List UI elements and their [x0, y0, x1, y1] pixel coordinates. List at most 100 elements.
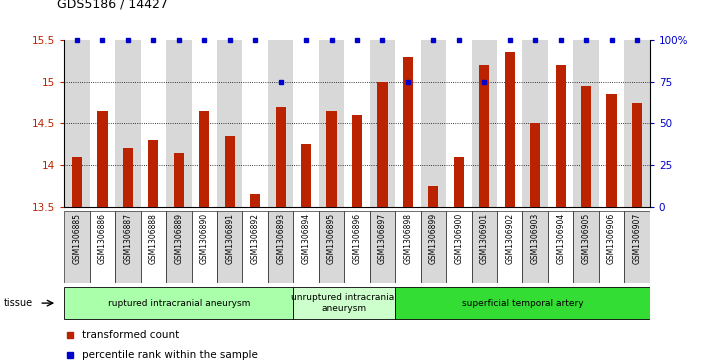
Text: GSM1306901: GSM1306901: [480, 213, 489, 264]
Bar: [293, 287, 395, 319]
Bar: [523, 211, 548, 283]
Bar: [471, 211, 497, 283]
Bar: [497, 40, 523, 207]
Bar: [548, 40, 573, 207]
Bar: [115, 211, 141, 283]
Text: tissue: tissue: [4, 298, 33, 308]
Bar: [403, 57, 413, 207]
Text: GSM1306907: GSM1306907: [633, 213, 641, 264]
Bar: [326, 111, 336, 207]
Bar: [217, 211, 243, 283]
Text: GSM1306906: GSM1306906: [607, 213, 616, 264]
Text: GSM1306904: GSM1306904: [556, 213, 565, 264]
Bar: [149, 140, 159, 207]
Bar: [301, 144, 311, 207]
Bar: [573, 40, 599, 207]
Text: GSM1306899: GSM1306899: [429, 213, 438, 264]
Text: superficial temporal artery: superficial temporal artery: [462, 299, 583, 307]
Bar: [166, 211, 191, 283]
Bar: [115, 40, 141, 207]
Bar: [395, 40, 421, 207]
Text: GSM1306902: GSM1306902: [506, 213, 514, 264]
Bar: [370, 211, 395, 283]
Bar: [421, 40, 446, 207]
Text: percentile rank within the sample: percentile rank within the sample: [82, 350, 258, 360]
Bar: [573, 211, 599, 283]
Bar: [293, 211, 319, 283]
Text: GSM1306894: GSM1306894: [301, 213, 311, 264]
Bar: [141, 40, 166, 207]
Bar: [632, 102, 642, 207]
Bar: [378, 82, 388, 207]
Bar: [90, 40, 115, 207]
Bar: [395, 211, 421, 283]
Bar: [268, 211, 293, 283]
Bar: [497, 211, 523, 283]
Bar: [97, 111, 108, 207]
Bar: [505, 53, 515, 207]
Bar: [174, 152, 184, 207]
Bar: [191, 40, 217, 207]
Bar: [319, 211, 344, 283]
Bar: [479, 65, 489, 207]
Text: GSM1306886: GSM1306886: [98, 213, 107, 264]
Bar: [523, 40, 548, 207]
Bar: [225, 136, 235, 207]
Bar: [624, 211, 650, 283]
Text: GSM1306895: GSM1306895: [327, 213, 336, 264]
Bar: [446, 40, 471, 207]
Bar: [64, 287, 293, 319]
Text: GSM1306888: GSM1306888: [149, 213, 158, 264]
Text: GSM1306893: GSM1306893: [276, 213, 285, 264]
Bar: [123, 148, 133, 207]
Bar: [446, 211, 471, 283]
Bar: [421, 211, 446, 283]
Bar: [453, 157, 464, 207]
Bar: [370, 40, 395, 207]
Text: GSM1306887: GSM1306887: [124, 213, 132, 264]
Bar: [624, 40, 650, 207]
Bar: [344, 211, 370, 283]
Text: GSM1306890: GSM1306890: [200, 213, 208, 264]
Text: GDS5186 / 14427: GDS5186 / 14427: [57, 0, 168, 11]
Bar: [352, 115, 362, 207]
Text: GSM1306891: GSM1306891: [225, 213, 234, 264]
Bar: [606, 94, 617, 207]
Bar: [64, 40, 90, 207]
Bar: [191, 211, 217, 283]
Bar: [64, 211, 90, 283]
Bar: [250, 194, 261, 207]
Text: GSM1306896: GSM1306896: [353, 213, 361, 264]
Bar: [395, 287, 650, 319]
Text: GSM1306889: GSM1306889: [174, 213, 183, 264]
Bar: [276, 107, 286, 207]
Bar: [90, 211, 115, 283]
Bar: [530, 123, 540, 207]
Bar: [599, 211, 624, 283]
Bar: [243, 40, 268, 207]
Text: GSM1306900: GSM1306900: [454, 213, 463, 264]
Bar: [217, 40, 243, 207]
Text: ruptured intracranial aneurysm: ruptured intracranial aneurysm: [108, 299, 250, 307]
Bar: [548, 211, 573, 283]
Bar: [293, 40, 319, 207]
Bar: [471, 40, 497, 207]
Bar: [428, 186, 438, 207]
Text: GSM1306885: GSM1306885: [73, 213, 81, 264]
Bar: [344, 40, 370, 207]
Text: GSM1306903: GSM1306903: [531, 213, 540, 264]
Bar: [555, 65, 565, 207]
Bar: [199, 111, 209, 207]
Bar: [141, 211, 166, 283]
Bar: [243, 211, 268, 283]
Bar: [599, 40, 624, 207]
Text: GSM1306892: GSM1306892: [251, 213, 260, 264]
Text: GSM1306897: GSM1306897: [378, 213, 387, 264]
Text: transformed count: transformed count: [82, 330, 179, 340]
Text: unruptured intracranial
aneurysm: unruptured intracranial aneurysm: [291, 293, 397, 313]
Text: GSM1306898: GSM1306898: [403, 213, 413, 264]
Bar: [268, 40, 293, 207]
Bar: [72, 157, 82, 207]
Bar: [581, 86, 591, 207]
Text: GSM1306905: GSM1306905: [582, 213, 590, 264]
